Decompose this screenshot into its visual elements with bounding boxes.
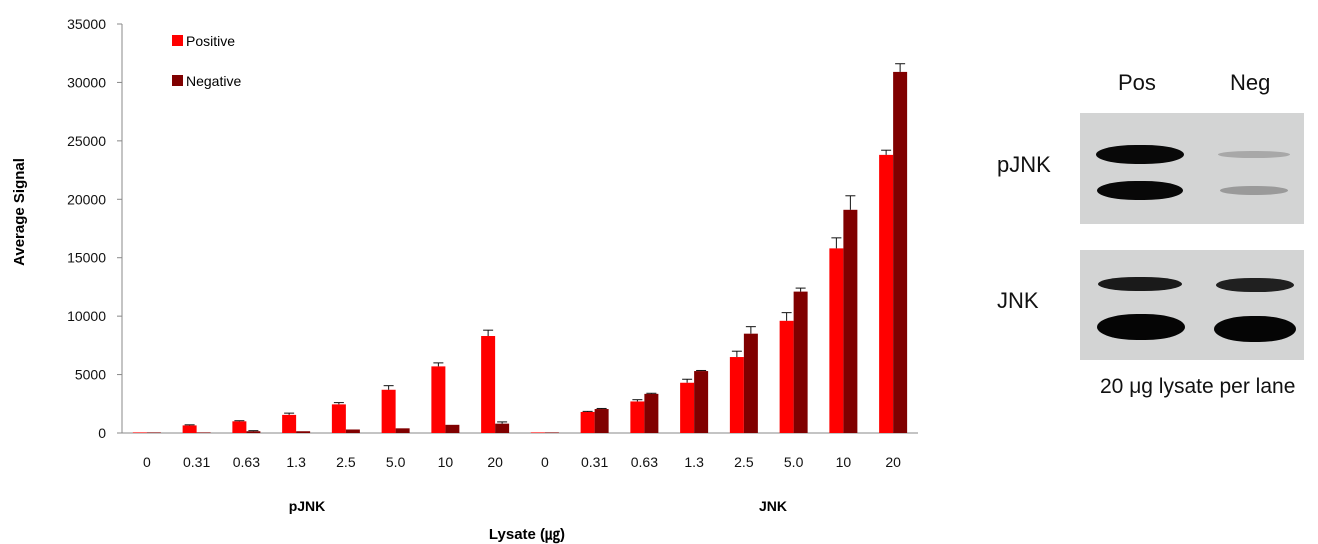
y-tick-label: 0 <box>98 425 106 441</box>
x-axis-title: Lysate (㎍) <box>489 526 565 544</box>
group-label-jnk: JNK <box>759 498 787 514</box>
blot-band <box>1218 151 1290 158</box>
y-tick-label: 30000 <box>67 74 106 90</box>
bar-negative-2 <box>196 432 211 433</box>
bar-positive-8 <box>481 336 496 433</box>
bar-negative-14 <box>793 291 808 433</box>
bar-positive-1 <box>132 432 147 433</box>
bar-positive-7 <box>431 366 446 433</box>
y-tick-label: 35000 <box>67 16 106 32</box>
bar-negative-4 <box>296 431 311 433</box>
bar-positive-15 <box>829 248 844 433</box>
legend-swatch-negative <box>172 75 183 86</box>
blot-band <box>1214 316 1296 342</box>
blot-band <box>1097 181 1183 200</box>
bar-positive-10 <box>580 411 595 433</box>
bar-positive-5 <box>331 404 346 433</box>
x-tick-label: 1.3 <box>286 454 306 470</box>
bar-negative-7 <box>445 424 460 433</box>
x-tick-label: 0.63 <box>631 454 658 470</box>
x-tick-label: 20 <box>885 454 901 470</box>
group-label-pjnk: pJNK <box>289 498 326 514</box>
x-tick-label: 1.3 <box>684 454 704 470</box>
legend-label-positive: Positive <box>186 33 235 49</box>
x-tick-label: 0.31 <box>581 454 608 470</box>
bar-negative-10 <box>594 409 609 433</box>
lane-label-pos: Pos <box>1118 70 1156 95</box>
blot-band <box>1098 277 1182 291</box>
bar-positive-6 <box>381 389 396 433</box>
bar-positive-4 <box>282 414 297 433</box>
x-tick-label: 0.63 <box>233 454 260 470</box>
bar-negative-11 <box>644 393 659 433</box>
bar-positive-14 <box>779 320 794 433</box>
x-tick-label: 10 <box>836 454 852 470</box>
bar-negative-9 <box>544 432 559 433</box>
bar-positive-11 <box>630 401 645 433</box>
y-axis-title: Average Signal <box>11 158 28 266</box>
bar-marks <box>132 63 908 433</box>
bar-negative-3 <box>246 431 261 433</box>
x-tick-label: 5.0 <box>784 454 804 470</box>
bar-negative-16 <box>893 71 908 433</box>
x-tick-label: 5.0 <box>386 454 406 470</box>
bar-negative-13 <box>743 333 758 433</box>
blot-band <box>1097 314 1185 340</box>
blot-band <box>1096 145 1184 164</box>
bar-negative-12 <box>694 371 709 433</box>
bar-positive-2 <box>182 425 197 433</box>
y-tick-label: 25000 <box>67 133 106 149</box>
bar-negative-6 <box>395 428 410 433</box>
bar-negative-15 <box>843 209 858 433</box>
x-tick-label: 0 <box>541 454 549 470</box>
blot-band <box>1220 186 1288 195</box>
blot-band <box>1216 278 1294 292</box>
x-tick-labels: 0 0.31 0.63 1.3 2.5 5.0 10 20 0 0.31 0.63 1.3 2.5 5.0… <box>143 454 901 470</box>
blot-caption: 20 μg lysate per lane <box>1100 375 1296 398</box>
x-tick-label: 0.31 <box>183 454 210 470</box>
lane-label-neg: Neg <box>1230 70 1271 95</box>
y-tick-label: 10000 <box>67 308 106 324</box>
bar-negative-1 <box>146 432 161 433</box>
bar-negative-8 <box>495 423 510 433</box>
bar-positive-16 <box>879 154 894 433</box>
bar-positive-13 <box>729 357 744 433</box>
y-tick-label: 15000 <box>67 250 106 266</box>
blot-image-pjnk <box>1080 113 1304 224</box>
bar-positive-9 <box>530 432 545 433</box>
x-tick-label: 2.5 <box>734 454 754 470</box>
y-tick-label: 5000 <box>75 367 106 383</box>
x-tick-label: 0 <box>143 454 151 470</box>
bar-positive-12 <box>680 382 695 433</box>
bar-negative-5 <box>345 429 360 433</box>
row-label-jnk: JNK <box>997 288 1039 313</box>
blot-image-jnk <box>1080 250 1304 360</box>
legend: Positive Negative <box>172 33 241 89</box>
x-tick-label: 10 <box>438 454 454 470</box>
bar-positive-3 <box>232 421 247 433</box>
x-tick-label: 20 <box>487 454 503 470</box>
legend-label-negative: Negative <box>186 73 241 89</box>
y-tick-label: 20000 <box>67 191 106 207</box>
row-label-pjnk: pJNK <box>997 152 1051 177</box>
x-tick-label: 2.5 <box>336 454 356 470</box>
legend-swatch-positive <box>172 35 183 46</box>
bar-chart: 0 5000 10000 15000 20000 25000 30000 35000 0 0.3… <box>11 16 918 544</box>
y-tick-labels: 0 5000 10000 15000 20000 25000 30000 35000 <box>67 16 106 441</box>
